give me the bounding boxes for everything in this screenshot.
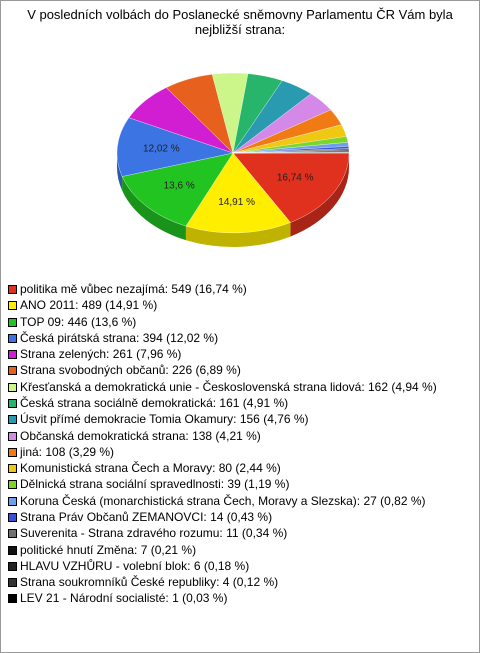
- legend-swatch: [8, 561, 17, 571]
- chart-title: V posledních volbách do Poslanecké sněmo…: [27, 7, 453, 37]
- legend-swatch: [8, 382, 17, 392]
- slice-side: [185, 222, 291, 247]
- legend-swatch: [8, 512, 17, 522]
- legend-item: Úsvit přímé demokracie Tomia Okamury: 15…: [7, 412, 469, 427]
- legend-label: TOP 09: 446 (13,6 %): [20, 314, 137, 329]
- legend-item: Česká strana sociálně demokratická: 161 …: [7, 396, 469, 411]
- legend-label: ANO 2011: 489 (14,91 %): [20, 298, 158, 313]
- pie-slice: [121, 152, 234, 227]
- legend-swatch: [8, 350, 17, 360]
- legend-label: Suverenita - Strana zdravého rozumu: 11 …: [20, 526, 288, 541]
- data-label: 13,6 %: [164, 181, 195, 192]
- slice-side: [290, 153, 349, 237]
- data-label: 14,91 %: [218, 197, 255, 208]
- pie-slice: [232, 152, 350, 223]
- legend-label: Komunistická strana Čech a Moravy: 80 (2…: [20, 461, 281, 476]
- legend-label: Občanská demokratická strana: 138 (4,21 …: [20, 428, 261, 443]
- legend-item: politické hnutí Změna: 7 (0,21 %): [7, 543, 469, 558]
- slice-side: [122, 176, 186, 241]
- legend-swatch: [8, 333, 17, 343]
- legend-item: Dělnická strana sociální spravedlnosti: …: [7, 477, 469, 492]
- legend-label: Úsvit přímé demokracie Tomia Okamury: 15…: [20, 412, 309, 427]
- pie-slice: [116, 117, 234, 177]
- legend-swatch: [8, 301, 17, 311]
- legend-label: jiná: 108 (3,29 %): [20, 444, 115, 459]
- legend-item: TOP 09: 446 (13,6 %): [7, 315, 469, 330]
- legend-swatch: [8, 496, 17, 506]
- legend-label: Křesťanská a demokratická unie - Českosl…: [20, 379, 437, 394]
- legend-item: Strana svobodných občanů: 226 (6,89 %): [7, 363, 469, 378]
- legend-item: Suverenita - Strana zdravého rozumu: 11 …: [7, 526, 469, 541]
- legend-item: LEV 21 - Národní socialisté: 1 (0,03 %): [7, 591, 469, 606]
- legend-swatch: [8, 285, 17, 294]
- legend-swatch: [8, 366, 17, 376]
- legend-item: Komunistická strana Čech a Moravy: 80 (2…: [7, 461, 469, 476]
- legend-label: Dělnická strana sociální spravedlnosti: …: [20, 477, 290, 492]
- legend-swatch: [8, 545, 17, 555]
- legend-label: LEV 21 - Národní socialisté: 1 (0,03 %): [20, 591, 228, 606]
- legend-label: Česká pirátská strana: 394 (12,02 %): [20, 330, 219, 345]
- legend-label: politika mě vůbec nezajímá: 549 (16,74 %…: [20, 282, 247, 296]
- legend-item: Křesťanská a demokratická unie - Českosl…: [7, 380, 469, 395]
- legend: politika mě vůbec nezajímá: 549 (16,74 %…: [7, 282, 469, 608]
- data-label: 16,74 %: [277, 173, 314, 184]
- legend-label: HLAVU VZHŮRU - volební blok: 6 (0,18 %): [20, 558, 250, 573]
- slice-side: [117, 153, 123, 191]
- legend-item: Strana Práv Občanů ZEMANOVCI: 14 (0,43 %…: [7, 510, 469, 525]
- legend-swatch: [8, 464, 17, 474]
- legend-swatch: [8, 431, 17, 441]
- pie-area: 16,74 % 14,91 % 13,6 % 12,02 %: [116, 72, 350, 247]
- legend-label: Česká strana sociálně demokratická: 161 …: [20, 395, 289, 410]
- legend-item: HLAVU VZHŮRU - volební blok: 6 (0,18 %): [7, 559, 469, 574]
- legend-item: jiná: 108 (3,29 %): [7, 445, 469, 460]
- legend-swatch: [8, 398, 17, 408]
- legend-item: Strana soukromníků České republiky: 4 (0…: [7, 575, 469, 590]
- legend-label: Koruna Česká (monarchistická strana Čech…: [20, 493, 426, 508]
- legend-item: ANO 2011: 489 (14,91 %): [7, 298, 469, 313]
- legend-swatch: [8, 578, 17, 588]
- legend-swatch: [8, 594, 17, 604]
- legend-swatch: [8, 317, 17, 327]
- legend-label: Strana svobodných občanů: 226 (6,89 %): [20, 363, 241, 378]
- legend-label: Strana zelených: 261 (7,96 %): [20, 347, 182, 362]
- legend-item: politika mě vůbec nezajímá: 549 (16,74 %…: [7, 282, 469, 297]
- legend-item: Strana zelených: 261 (7,96 %): [7, 347, 469, 362]
- legend-swatch: [8, 529, 17, 539]
- data-label: 12,02 %: [143, 144, 180, 155]
- legend-swatch: [8, 415, 17, 425]
- legend-swatch: [8, 480, 17, 490]
- legend-item: Česká pirátská strana: 394 (12,02 %): [7, 331, 469, 346]
- legend-swatch: [8, 447, 17, 457]
- legend-label: Strana soukromníků České republiky: 4 (0…: [20, 575, 279, 590]
- legend-label: politické hnutí Změna: 7 (0,21 %): [20, 542, 197, 557]
- legend-item: Občanská demokratická strana: 138 (4,21 …: [7, 429, 469, 444]
- legend-item: Koruna Česká (monarchistická strana Čech…: [7, 494, 469, 509]
- legend-label: Strana Práv Občanů ZEMANOVCI: 14 (0,43 %…: [20, 509, 273, 524]
- pie-slice: [185, 152, 291, 234]
